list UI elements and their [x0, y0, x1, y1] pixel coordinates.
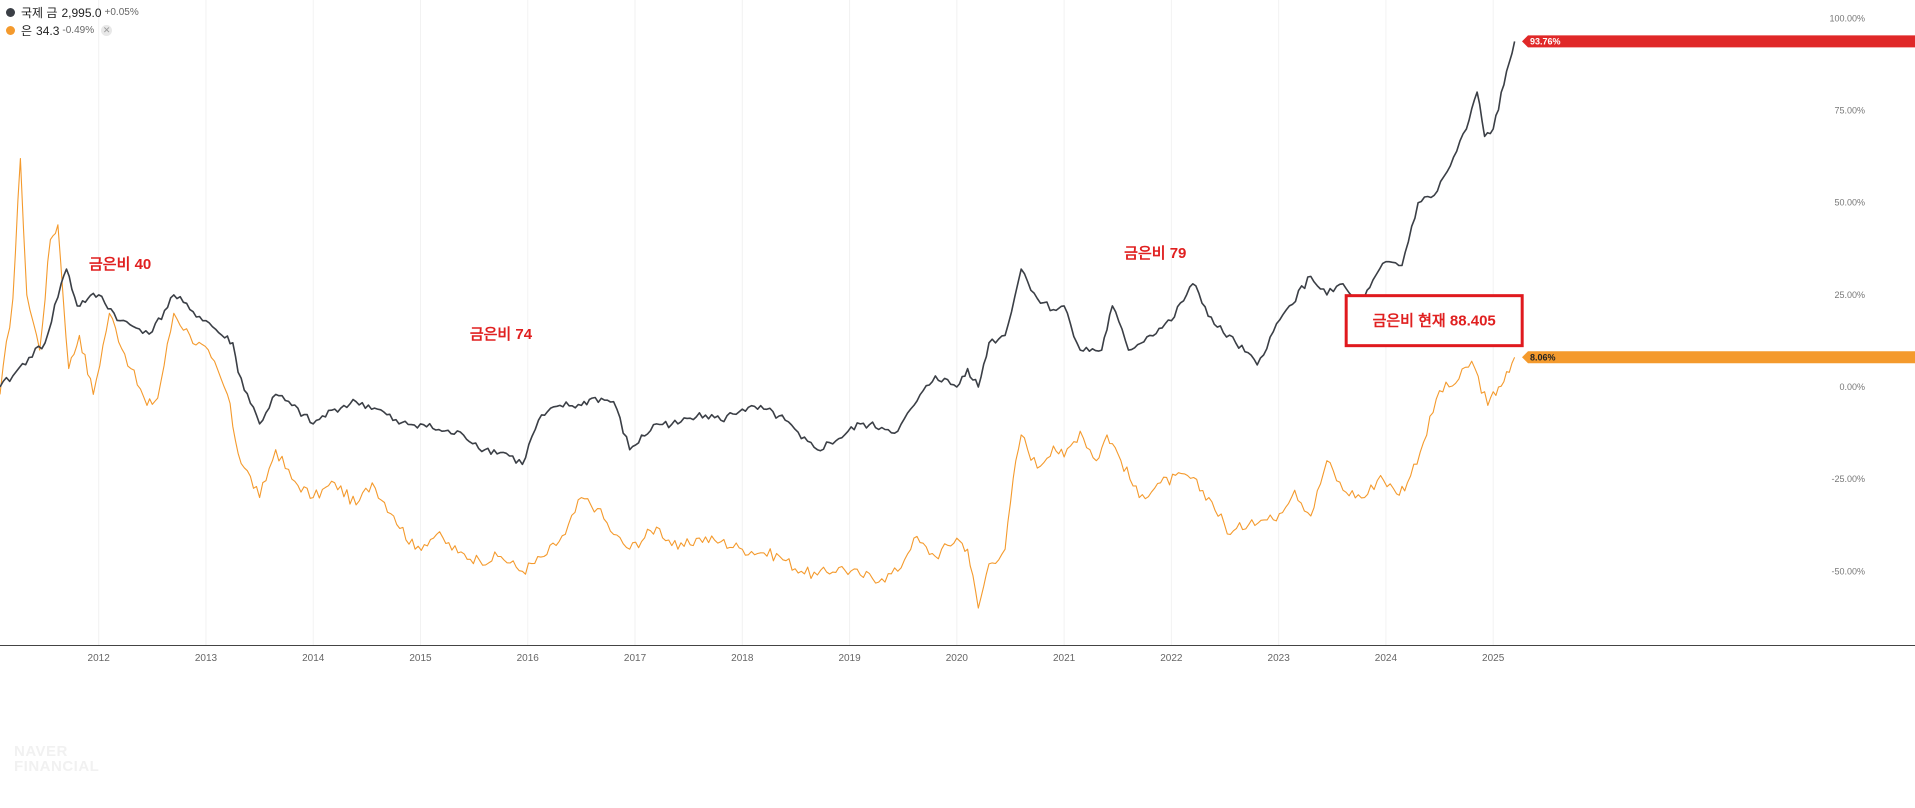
y-tick-label: 25.00% [1834, 290, 1865, 300]
last-value-badge-label: 8.06% [1530, 352, 1556, 362]
y-axis: 100.00% 75.00% 50.00% 25.00% 0.00% -25.00% -50… [1522, 13, 1915, 576]
legend-silver-change: -0.49% [62, 25, 95, 36]
ratio-annotation: 금은비 74 [470, 326, 533, 343]
legend-gold-change: +0.05% [104, 7, 139, 18]
remove-series-close-icon[interactable]: ✕ [101, 25, 113, 36]
last-value-badge: 8.06% [1522, 351, 1915, 364]
x-tick-label: 2025 [1482, 653, 1505, 664]
x-tick-label: 2017 [624, 653, 647, 664]
silver-series-dot-icon [6, 26, 15, 35]
x-tick-label: 2013 [195, 653, 218, 664]
y-tick-label: 50.00% [1834, 198, 1865, 208]
legend-gold-name: 국제 금 [21, 6, 58, 20]
series-lines [0, 41, 1516, 609]
legend-silver-name: 은 [21, 24, 33, 38]
x-tick-label: 2022 [1160, 653, 1183, 664]
x-tick-label: 2015 [409, 653, 432, 664]
last-value-badge: 93.76% [1522, 35, 1915, 48]
x-tick-label: 2023 [1268, 653, 1291, 664]
naver-financial-watermark: NAVER FINANCIAL [14, 744, 99, 774]
x-tick-label: 2021 [1053, 653, 1076, 664]
y-tick-label: 75.00% [1834, 106, 1865, 116]
highlight-box-label: 금은비 현재 88.405 [1373, 313, 1496, 330]
gold-series-dot-icon [6, 8, 15, 17]
x-tick-label: 2019 [838, 653, 861, 664]
ratio-annotation: 금은비 79 [1124, 245, 1186, 262]
watermark-line-1: NAVER [14, 743, 68, 760]
last-value-badge-label: 93.76% [1530, 36, 1561, 46]
x-tick-label: 2018 [731, 653, 754, 664]
x-tick-label: 2020 [946, 653, 969, 664]
legend-item-gold[interactable]: 국제 금 2,995.0 +0.05% [6, 4, 139, 21]
watermark-line-2: FINANCIAL [14, 758, 100, 775]
grid-lines [98, 0, 1494, 645]
y-tick-label: -50.00% [1831, 566, 1865, 576]
legend-gold-value: 2,995.0 [61, 5, 102, 20]
series-line-은 [0, 157, 1516, 609]
y-tick-label: 100.00% [1829, 13, 1865, 23]
current-ratio-highlight: 금은비 현재 88.405 [1344, 294, 1524, 348]
y-tick-label: -25.00% [1831, 474, 1865, 484]
series-line-국제 금 [0, 41, 1516, 466]
highlight-box-frame [1344, 294, 1524, 348]
x-tick-label: 2024 [1375, 653, 1398, 664]
x-tick-label: 2016 [517, 653, 540, 664]
x-axis: 2012 2013 2014 2015 2016 2017 2018 2019 2020 2021… [0, 645, 1915, 808]
legend-item-silver[interactable]: 은 34.3 -0.49% ✕ [6, 22, 113, 39]
x-axis-band [0, 646, 1915, 808]
ratio-annotation: 금은비 40 [89, 256, 151, 273]
x-tick-label: 2012 [88, 653, 111, 664]
y-tick-label: 0.00% [1839, 382, 1865, 392]
x-tick-label: 2014 [302, 653, 325, 664]
annotations: 금은비 40 금은비 74 금은비 79 금은비 현재 88.405 [89, 245, 1524, 348]
legend-silver-value: 34.3 [36, 23, 60, 38]
